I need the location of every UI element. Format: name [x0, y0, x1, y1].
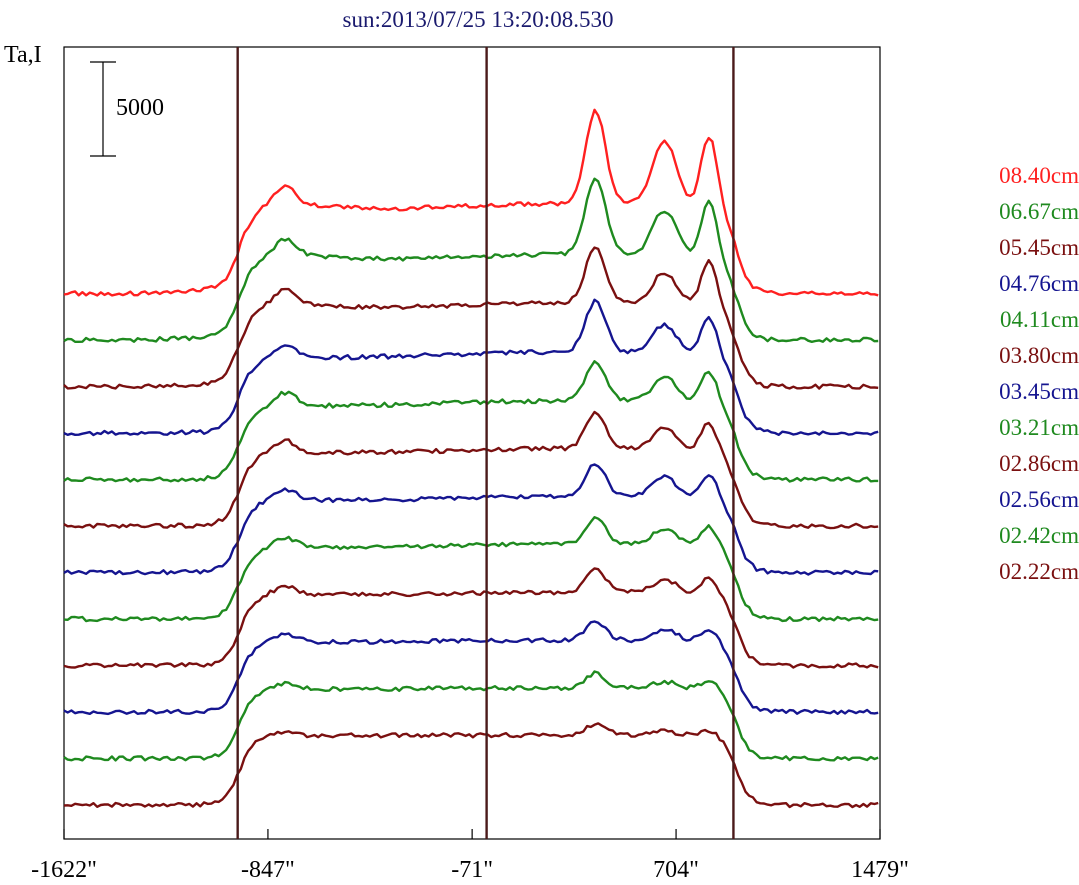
- legend-entry: 03.80cm: [999, 343, 1079, 368]
- scale-bar-label: 5000: [116, 95, 164, 121]
- legend-entry: 04.11cm: [1000, 307, 1079, 332]
- legend-entry: 08.40cm: [999, 163, 1079, 188]
- legend-entry: 03.21cm: [999, 415, 1079, 440]
- scale-bar: 5000: [90, 61, 164, 157]
- series-line-06-67cm: [63, 177, 879, 343]
- series-line-02-86cm: [63, 567, 879, 669]
- legend-entry: 02.86cm: [999, 451, 1079, 476]
- y-axis-label: Ta,I: [4, 42, 42, 68]
- x-tick-label: -847": [241, 857, 295, 883]
- legend-entry: 03.45cm: [999, 379, 1079, 404]
- series-line-04-11cm: [63, 360, 879, 483]
- plot-frame: [63, 46, 881, 840]
- legend-entry: 05.45cm: [999, 235, 1079, 260]
- legend-entry: 06.67cm: [999, 199, 1079, 224]
- legend-entry: 02.22cm: [999, 559, 1079, 584]
- series-line-05-45cm: [63, 246, 879, 390]
- series-line-04-76cm: [63, 298, 879, 437]
- legend-entry: 02.42cm: [999, 523, 1079, 548]
- series-line-02-22cm: [63, 722, 879, 809]
- series-line-03-21cm: [63, 516, 879, 623]
- series-line-03-45cm: [63, 463, 879, 576]
- x-tick-label: -71": [451, 857, 493, 883]
- x-tick-label: 704": [653, 857, 699, 883]
- series-line-03-80cm: [63, 410, 879, 530]
- series-line-02-56cm: [63, 620, 879, 716]
- series-line-08-40cm: [63, 108, 879, 297]
- chart-title: sun:2013/07/25 13:20:08.530: [343, 7, 614, 32]
- x-tick-label: -1622": [31, 857, 97, 883]
- series-line-02-42cm: [63, 670, 879, 762]
- x-tick-label: 1479": [851, 857, 909, 883]
- legend-entry: 02.56cm: [999, 487, 1079, 512]
- legend-entry: 04.76cm: [999, 271, 1079, 296]
